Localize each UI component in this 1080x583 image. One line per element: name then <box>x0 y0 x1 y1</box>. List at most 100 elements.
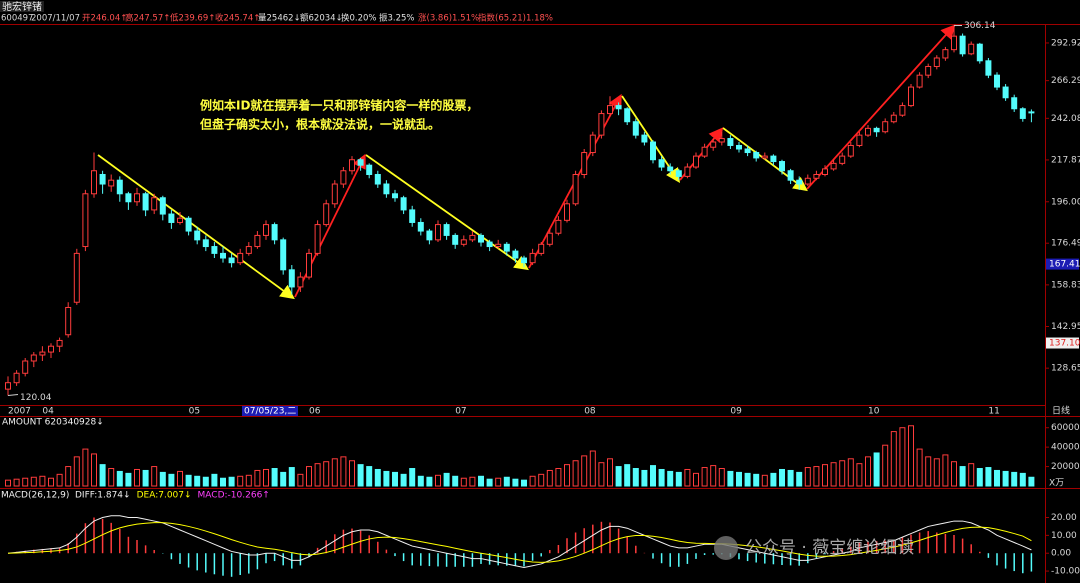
price-marker-box <box>1046 258 1079 270</box>
candle-body <box>99 173 106 185</box>
y-tick-label: 400000 <box>1051 443 1080 453</box>
volume-bar <box>125 472 132 487</box>
y-tick-label: -10.00 <box>1051 567 1080 577</box>
header-field: 高247.57↑ <box>125 13 170 24</box>
volume-bar <box>521 479 527 487</box>
candle-body <box>615 105 622 110</box>
candle-body <box>306 252 312 278</box>
candle-body <box>718 138 725 143</box>
candle-body <box>521 257 527 264</box>
y-tick-label: 292.92 <box>1051 38 1080 48</box>
candle-body <box>237 252 244 264</box>
candle-body <box>925 65 932 76</box>
volume-bar <box>598 462 605 487</box>
volume-bar <box>108 468 115 487</box>
volume-bar <box>564 464 570 487</box>
volume-bar <box>314 463 321 487</box>
legend-entry: DIFF:1.874↓ <box>75 491 131 501</box>
volume-bar <box>82 448 89 487</box>
candle-body <box>959 35 966 55</box>
candle-body <box>632 121 639 136</box>
candle-body <box>538 243 545 254</box>
candle-body <box>512 250 519 259</box>
volume-bar <box>744 472 751 487</box>
candle-body <box>607 105 613 115</box>
price-marker-box <box>1046 337 1079 349</box>
volume-bar <box>856 463 863 487</box>
header-field: 开246.04↑ <box>82 14 127 24</box>
candle-body <box>409 209 416 223</box>
volume-bar <box>882 444 889 487</box>
header-field: 指数(65.21)1.18% <box>478 13 553 24</box>
x-tick-label: 2007 <box>8 407 31 417</box>
volume-bar <box>134 468 140 487</box>
price-marker-label: 167.41 <box>1049 260 1080 270</box>
header-field: 换0.20% <box>341 13 377 24</box>
x-tick-label: 07/05/23,二 <box>244 407 296 417</box>
volume-bar <box>185 474 192 487</box>
volume-bar <box>245 474 252 487</box>
annotation: 例如本ID就在摆弄着一只和那锌锗内容一样的股票， <box>200 98 478 113</box>
volume-bar <box>650 465 656 487</box>
candle-body <box>271 224 278 241</box>
volume-bar <box>916 448 923 487</box>
y-tick-label: 242.08 <box>1051 114 1080 124</box>
y-tick-label: 20.00 <box>1051 513 1077 523</box>
volume-bar <box>624 464 631 487</box>
x-tick-label: 10 <box>868 407 880 417</box>
volume-bar <box>976 468 983 487</box>
candle-body <box>951 35 957 51</box>
candle-body <box>30 354 37 362</box>
volume-bar <box>813 466 820 487</box>
volume-bar <box>91 453 97 487</box>
candle-body <box>314 224 321 254</box>
volume-bar <box>1002 470 1009 487</box>
volume-bar <box>39 475 46 487</box>
candle-body <box>177 217 183 223</box>
volume-bar <box>908 425 914 487</box>
candle-body <box>417 221 424 232</box>
volume-bar <box>925 456 932 487</box>
header-field: 低239.69↑ <box>170 13 215 24</box>
candle-body <box>822 168 828 175</box>
volume-bar <box>890 431 897 487</box>
candle-body <box>865 127 871 136</box>
candle-body <box>263 224 269 236</box>
volume-bar <box>22 477 29 487</box>
macd-line <box>7 515 1032 569</box>
candle-body <box>658 159 665 168</box>
candle-body <box>426 230 433 241</box>
volume-bar <box>873 452 880 487</box>
down-arrow <box>621 95 680 183</box>
candle-body <box>65 306 72 336</box>
volume-bar <box>667 470 674 487</box>
candle-body <box>142 193 149 211</box>
header-field: 额62034↓ <box>300 13 343 24</box>
candle-body <box>736 144 742 150</box>
candle-body <box>383 183 390 195</box>
volume-bar <box>615 466 622 487</box>
candle-body <box>39 351 46 356</box>
candle-body <box>331 183 338 205</box>
candle-body <box>435 224 441 241</box>
candle-body <box>641 134 648 143</box>
y-tick-label: 196.00 <box>1051 197 1080 207</box>
candle-body <box>392 193 398 199</box>
volume-bar <box>787 469 794 487</box>
volume-bar <box>73 456 80 487</box>
volume-unit: X万 <box>1049 479 1064 489</box>
candle-body <box>357 159 364 166</box>
volume-bar <box>546 469 553 487</box>
candle-body <box>589 134 596 154</box>
volume-bar <box>202 476 209 487</box>
volume-bar <box>658 468 665 487</box>
y-tick-label: 0.00 <box>1051 549 1071 559</box>
volume-bar <box>555 468 562 487</box>
candle-body <box>1002 86 1009 99</box>
candle-body <box>245 246 252 254</box>
y-tick-label: 158.83 <box>1051 280 1080 290</box>
candle-body <box>91 170 97 195</box>
candle-body <box>598 113 605 136</box>
down-arrow <box>97 154 295 300</box>
